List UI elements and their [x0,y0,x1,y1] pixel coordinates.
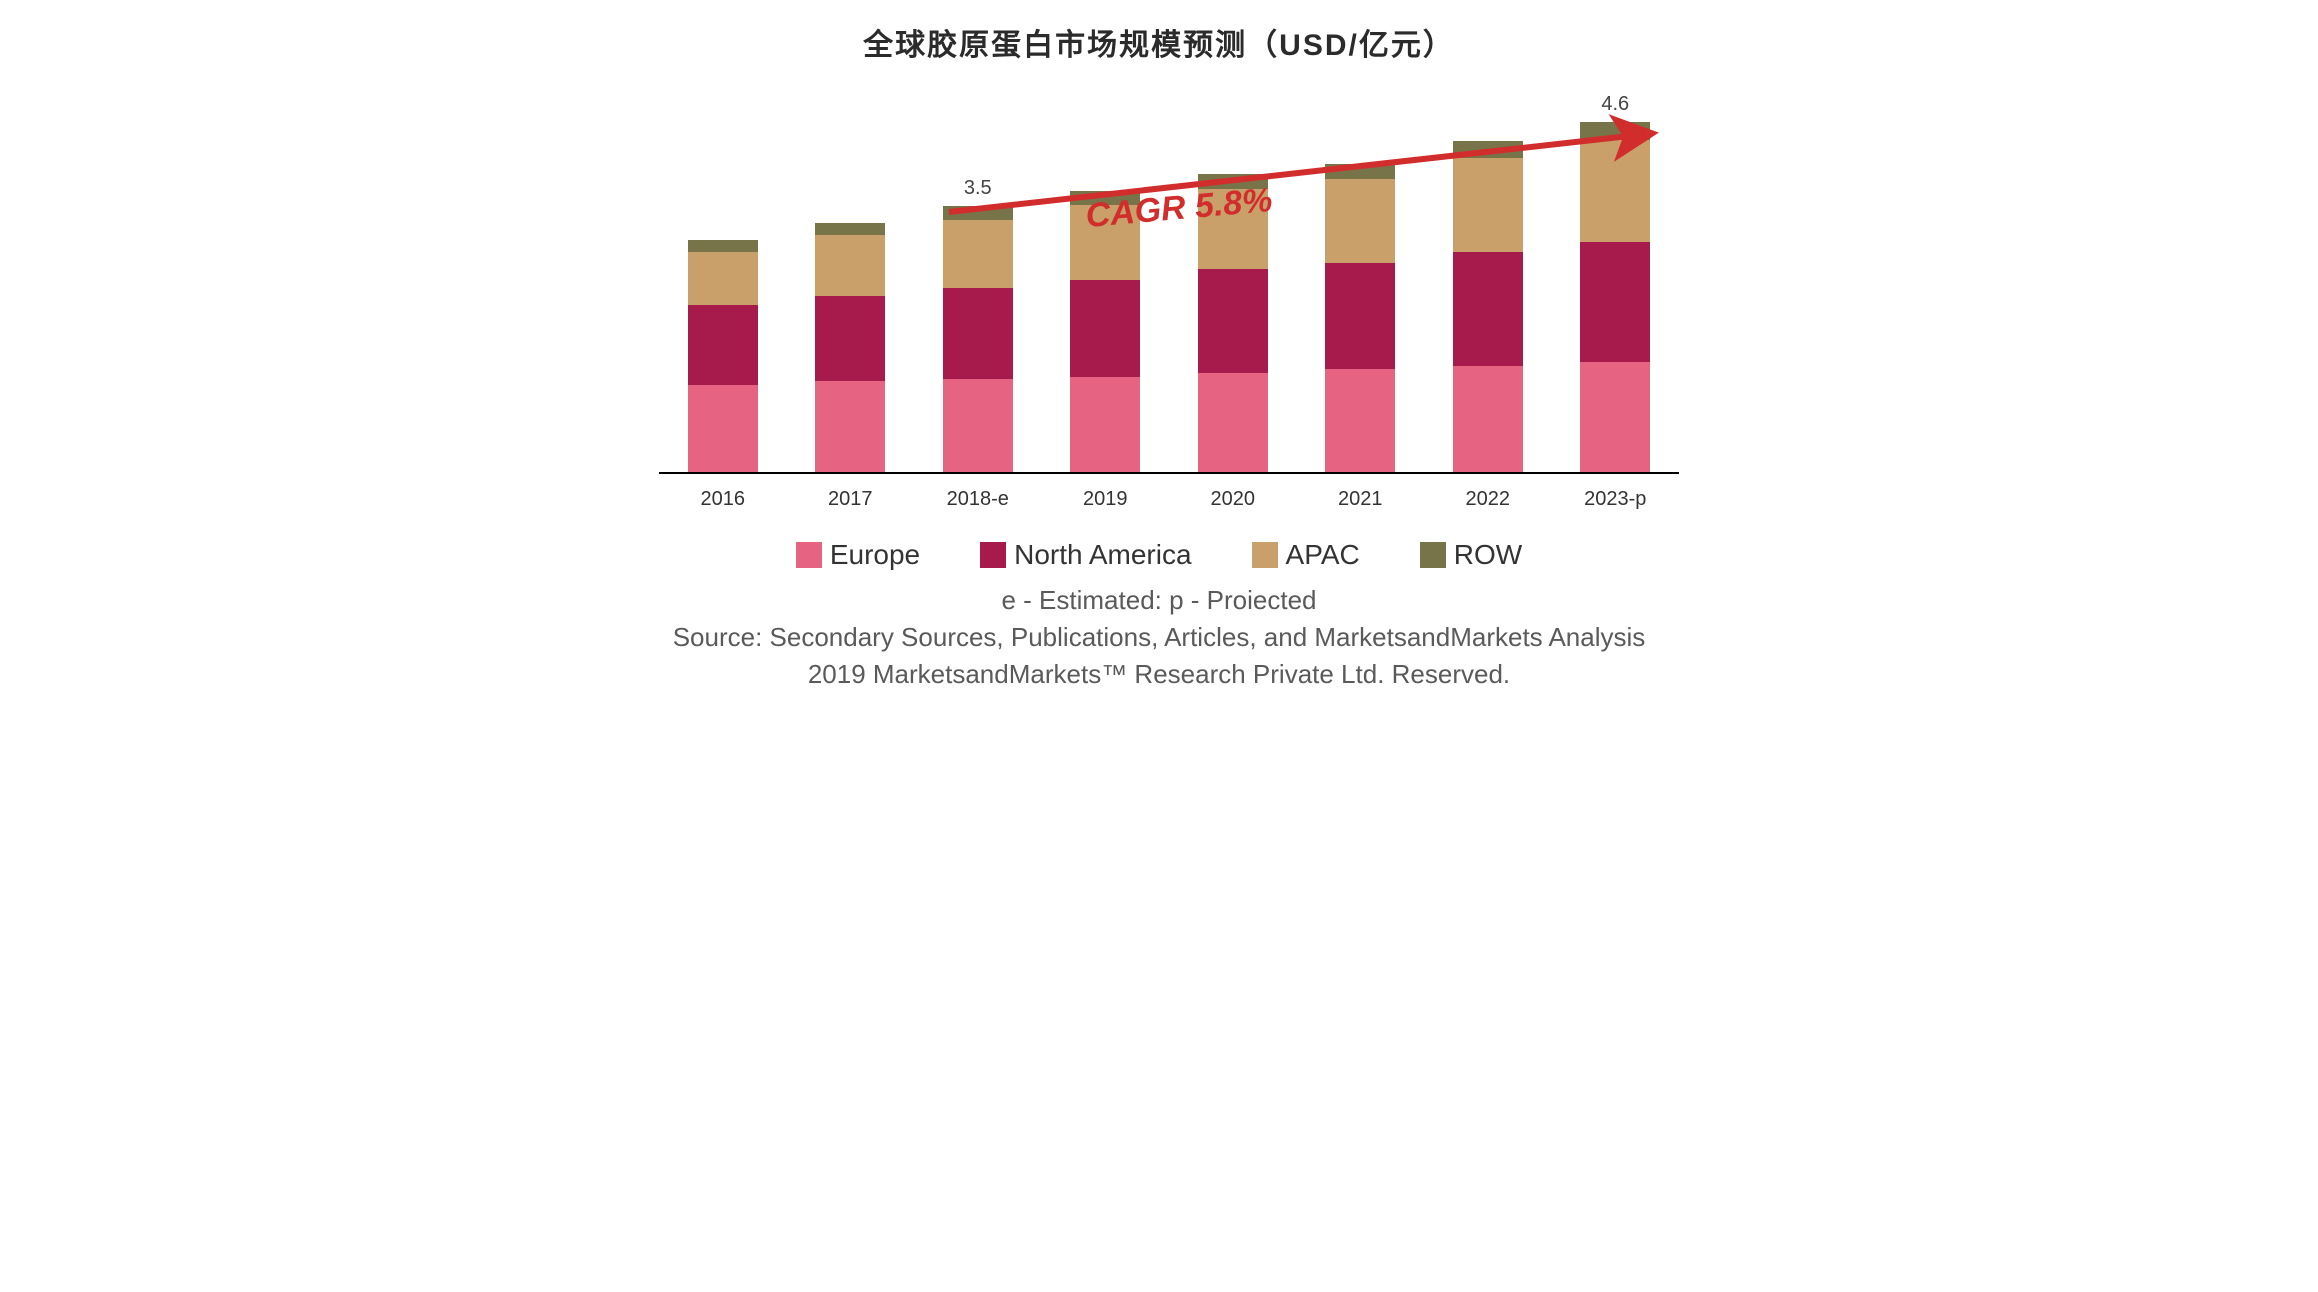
plot-area: 3.54.6 CAGR 5.8% [659,94,1679,474]
x-axis-label: 2023-р [1580,488,1650,511]
legend-item-row: ROW [1420,539,1522,571]
legend-item-europe: Europe [796,539,920,571]
chart-title: 全球胶原蛋白市场规模预测（USD/亿元） [429,20,1889,64]
bar-value-label: 3.5 [943,177,1013,200]
bar-value-label: 4.6 [1580,93,1650,116]
footnote-line: Source: Secondary Sources, Publications,… [429,622,1889,653]
legend-label: APAC [1286,539,1360,571]
bar-segment-europe [815,381,885,472]
footnote-line: 2019 MarketsandMarkets™ Research Private… [429,659,1889,690]
bar-segment-europe [688,385,758,472]
bar-segment-north-america [943,288,1013,379]
x-axis-label: 2018-e [943,488,1013,511]
x-axis-label: 2022 [1453,488,1523,511]
legend-swatch [1420,542,1446,568]
legend-swatch [796,542,822,568]
bar-stack [1580,122,1650,472]
bar-segment-row [1453,141,1523,158]
x-axis-labels: 2016 2017 2018-e 2019 2020 2021 2022 2023-р [659,488,1679,511]
x-axis-label: 2017 [815,488,885,511]
bar-stack [815,223,885,472]
bar-segment-row [688,240,758,251]
x-axis-label: 2020 [1198,488,1268,511]
legend-item-apac: APAC [1252,539,1360,571]
legend-item-north-america: North America [980,539,1191,571]
bar-segment-apac [943,220,1013,288]
legend-swatch [1252,542,1278,568]
footnotes: e - Estimated: p - Proiected Source: Seco… [429,585,1889,690]
bar-stack [688,240,758,472]
chart-page: 全球胶原蛋白市场规模预测（USD/亿元） 3.54.6 CAGR 5.8% 20… [389,0,1929,800]
bars-container: 3.5 4.6 [659,94,1679,472]
bar-segment-row [1198,174,1268,189]
bar-segment-apac [1453,158,1523,251]
bar-segment-apac [1325,179,1395,263]
bar-segment-row [1070,191,1140,205]
bar-segment-north-america [1325,263,1395,369]
bar-segment-north-america [1580,242,1650,362]
bar-segment-europe [1325,369,1395,472]
legend-label: ROW [1454,539,1522,571]
bar-column: 4.6 [1580,94,1650,472]
bar-segment-europe [1070,377,1140,472]
bar-segment-apac [815,235,885,296]
bar-segment-apac [1580,140,1650,242]
bar-column [1070,94,1140,472]
bar-segment-row [943,206,1013,220]
bar-segment-north-america [815,296,885,381]
bar-segment-row [1325,164,1395,179]
bar-stack [943,206,1013,472]
legend-label: Europe [830,539,920,571]
x-axis-label: 2021 [1325,488,1395,511]
bar-segment-north-america [1070,280,1140,377]
bar-segment-apac [1070,205,1140,279]
bar-segment-apac [1198,189,1268,269]
bar-segment-row [815,223,885,235]
bar-segment-north-america [1198,269,1268,373]
bar-column [1325,94,1395,472]
bar-segment-europe [1198,373,1268,472]
bar-segment-europe [943,379,1013,472]
bar-segment-europe [1580,362,1650,472]
bar-stack [1198,174,1268,472]
bar-segment-north-america [1453,252,1523,366]
bar-column [815,94,885,472]
bar-stack [1453,141,1523,472]
legend-label: North America [1014,539,1191,571]
footnote-line: e - Estimated: p - Proiected [429,585,1889,616]
bar-column: 3.5 [943,94,1013,472]
bar-segment-north-america [688,305,758,385]
bar-stack [1325,164,1395,472]
legend-swatch [980,542,1006,568]
bar-segment-apac [688,252,758,305]
bar-stack [1070,191,1140,472]
x-axis-label: 2019 [1070,488,1140,511]
bar-column [1453,94,1523,472]
bar-segment-row [1580,122,1650,139]
chart-wrap: 3.54.6 CAGR 5.8% 201620172018-e201920202… [659,94,1679,511]
bar-column [1198,94,1268,472]
bar-column [688,94,758,472]
bar-segment-europe [1453,366,1523,472]
legend: Europe North America APAC ROW [429,539,1889,571]
x-axis-label: 2016 [688,488,758,511]
